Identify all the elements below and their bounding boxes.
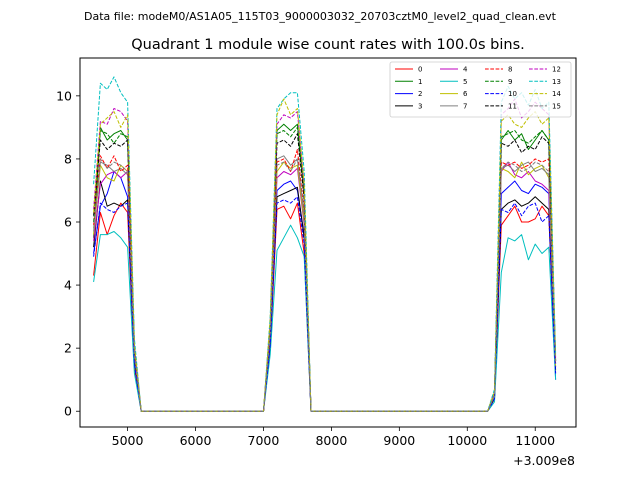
legend-label-13: 13 — [552, 78, 561, 86]
legend-label-11: 11 — [508, 102, 517, 110]
x-tick-label: 7000 — [248, 433, 280, 448]
x-tick-label: 8000 — [315, 433, 347, 448]
legend-label-0: 0 — [418, 66, 422, 74]
legend-label-7: 7 — [463, 102, 467, 110]
legend-box — [389, 61, 572, 118]
plot-frame — [79, 57, 577, 428]
legend-label-10: 10 — [508, 90, 517, 98]
series-line-14 — [93, 98, 557, 412]
y-tick-label: 4 — [64, 278, 72, 293]
legend-label-3: 3 — [418, 102, 422, 110]
legend-label-9: 9 — [508, 78, 512, 86]
y-tick-label: 8 — [64, 151, 72, 166]
legend-label-12: 12 — [552, 66, 561, 74]
legend-label-5: 5 — [463, 78, 467, 86]
x-tick-label: 10000 — [447, 433, 487, 448]
x-tick-label: 11000 — [515, 433, 555, 448]
plot-area — [80, 58, 576, 427]
legend-label-15: 15 — [552, 102, 561, 110]
y-tick-label: 10 — [56, 88, 72, 103]
y-tick-label: 0 — [64, 404, 72, 419]
legend-label-8: 8 — [508, 66, 512, 74]
x-tick-label: 5000 — [112, 433, 144, 448]
x-axis: 5000 6000 7000 8000 9000 10000 11000 — [112, 427, 555, 448]
y-tick-label: 6 — [64, 215, 72, 230]
chart-title: Quadrant 1 module wise count rates with … — [131, 37, 525, 53]
figure-suptitle: Data file: modeM0/AS1A05_115T03_90000030… — [84, 10, 557, 23]
x-tick-label: 6000 — [180, 433, 212, 448]
y-axis: 0 2 4 6 8 10 — [56, 88, 80, 419]
legend-label-2: 2 — [418, 90, 422, 98]
series-layer — [93, 76, 557, 412]
x-offset-label: +3.009e8 — [513, 453, 575, 468]
legend-label-4: 4 — [463, 66, 468, 74]
legend-label-14: 14 — [552, 90, 561, 98]
x-tick-label: 9000 — [383, 433, 415, 448]
legend-label-6: 6 — [463, 90, 468, 98]
y-tick-label: 2 — [64, 341, 72, 356]
legend-label-1: 1 — [418, 78, 422, 86]
series-line-15 — [93, 158, 557, 412]
